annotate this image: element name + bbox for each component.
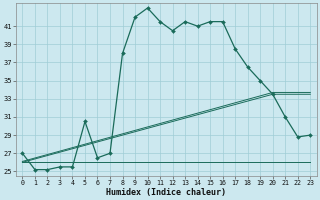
X-axis label: Humidex (Indice chaleur): Humidex (Indice chaleur) <box>106 188 226 197</box>
